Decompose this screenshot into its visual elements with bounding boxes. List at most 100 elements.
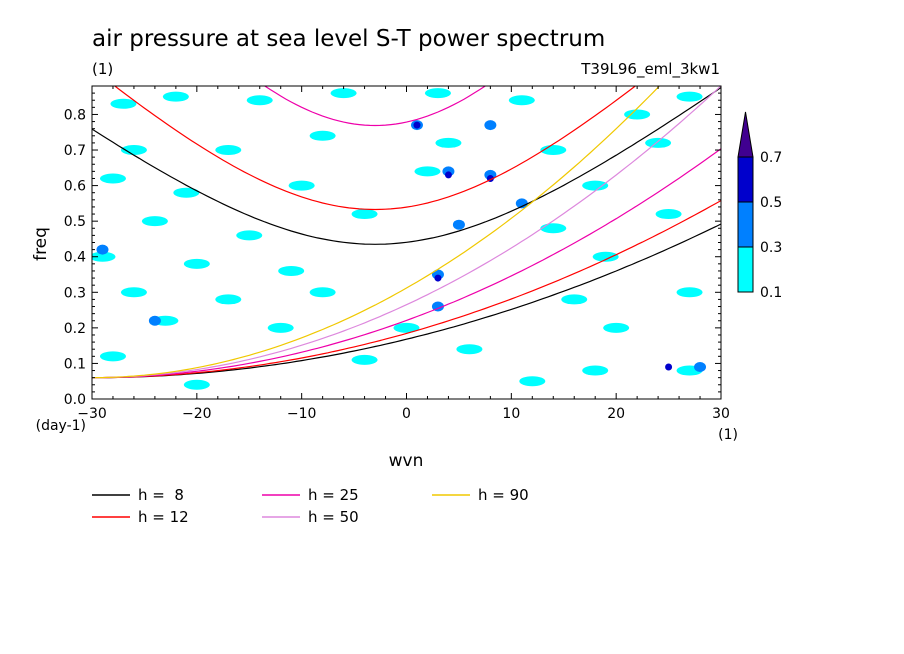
contour-blob xyxy=(676,287,703,298)
legend-label: h = 12 xyxy=(138,508,189,526)
contour-blob xyxy=(665,363,673,371)
contour-blob xyxy=(456,344,483,355)
y-tick-label: 0.3 xyxy=(64,285,86,301)
contour-blob xyxy=(92,251,116,262)
colorbar-label: 0.5 xyxy=(760,195,782,211)
contour-blob xyxy=(624,109,651,120)
contour-blob xyxy=(120,287,147,298)
contour-blob xyxy=(540,223,567,234)
contour-blob xyxy=(413,121,421,129)
y-tick-label: 0.5 xyxy=(64,214,86,230)
contour-blob xyxy=(278,265,305,276)
kelvin-curve xyxy=(92,86,661,379)
contour-blob xyxy=(173,187,200,198)
ig-curve xyxy=(92,87,721,245)
y-axis-label: freq xyxy=(31,227,51,261)
x-tick-label: 10 xyxy=(502,406,520,422)
ig-curve xyxy=(92,0,721,12)
contour-blob xyxy=(183,258,210,269)
legend: h = 8 h = 12 h = 25 h = 50 h = 90 xyxy=(92,486,529,526)
contour-blob xyxy=(309,287,336,298)
ig-curve xyxy=(263,86,487,127)
y-tick-label: 0.0 xyxy=(64,392,86,408)
dispersion-curves xyxy=(92,0,721,379)
contour-blob xyxy=(96,244,109,255)
chart-subtitle-left: (1) xyxy=(92,60,113,78)
x-tick-label: −10 xyxy=(287,406,317,422)
contour-blob xyxy=(414,166,441,177)
contour-blob xyxy=(215,145,242,156)
contour-blob xyxy=(444,171,452,179)
contour-blob xyxy=(484,120,497,131)
contour-blob xyxy=(519,376,546,387)
contour-blob xyxy=(288,180,315,191)
contour-blob xyxy=(215,294,242,305)
kelvin-curve xyxy=(92,200,721,379)
legend-label: h = 50 xyxy=(308,508,359,526)
contour-blob xyxy=(110,98,137,109)
contour-fill-layer xyxy=(92,88,707,390)
contour-blob xyxy=(267,322,294,333)
x-tick-label: −30 xyxy=(77,406,107,422)
y-tick-label: 0.7 xyxy=(64,143,86,159)
contour-blob xyxy=(582,365,609,376)
contour-blob xyxy=(508,95,535,106)
contour-blob xyxy=(424,88,451,99)
y-tick-label: 0.4 xyxy=(64,250,86,266)
kelvin-curve xyxy=(92,223,721,379)
legend-label: h = 25 xyxy=(308,486,359,504)
contour-blob xyxy=(351,209,378,220)
colorbar-segment xyxy=(737,246,754,293)
x-axis-label: wvn xyxy=(389,451,424,471)
contour-blob xyxy=(351,354,378,365)
colorbar-arrow xyxy=(737,111,754,158)
y-tick-label: 0.2 xyxy=(64,321,86,337)
colorbar-label: 0.1 xyxy=(760,285,782,301)
kelvin-curve xyxy=(92,148,721,379)
contour-blob xyxy=(148,315,161,326)
legend-label: h = 8 xyxy=(138,486,184,504)
contour-blob xyxy=(99,351,126,362)
legend-label: h = 90 xyxy=(478,486,529,504)
contour-blob xyxy=(655,209,682,220)
contour-blob xyxy=(330,88,357,99)
contour-blob xyxy=(162,91,189,102)
contour-blob xyxy=(452,219,465,230)
x-tick-label: −20 xyxy=(182,406,212,422)
contour-blob xyxy=(582,180,609,191)
contour-blob xyxy=(246,95,273,106)
contour-blob xyxy=(561,294,588,305)
contour-blob xyxy=(120,145,147,156)
contour-blob xyxy=(592,251,619,262)
colorbar: 0.1 0.3 0.5 0.7 xyxy=(737,111,782,301)
y-unit-label: (day-1) xyxy=(36,418,86,434)
colorbar-label: 0.3 xyxy=(760,240,782,256)
contour-blob xyxy=(694,361,707,372)
ig-curve xyxy=(113,86,637,211)
contour-blob xyxy=(676,91,703,102)
y-tick-label: 0.1 xyxy=(64,356,86,372)
kelvin-curve xyxy=(92,86,721,379)
contour-blob xyxy=(393,322,420,333)
colorbar-segment xyxy=(737,201,754,248)
colorbar-segment xyxy=(737,156,754,203)
colorbar-label: 0.7 xyxy=(760,150,782,166)
contour-blob xyxy=(515,198,528,209)
chart-subtitle-right: T39L96_eml_3kw1 xyxy=(580,60,720,79)
x-tick-label: 20 xyxy=(607,406,625,422)
contour-blob xyxy=(435,137,462,148)
contour-blob xyxy=(236,230,263,241)
y-tick-label: 0.6 xyxy=(64,179,86,195)
chart-title: air pressure at sea level S-T power spec… xyxy=(92,26,605,52)
x-unit-label: (1) xyxy=(718,427,738,443)
contour-blob xyxy=(434,274,442,282)
contour-blob xyxy=(603,322,630,333)
x-tick-label: 0 xyxy=(402,406,411,422)
contour-blob xyxy=(141,216,168,227)
axis-ticks: −30 −20 −10 0 10 20 30 0.0 0.1 0.2 0.3 0.4 0.5 0.6 0.7… xyxy=(64,86,730,422)
contour-blob xyxy=(99,173,126,184)
contour-blob xyxy=(309,130,336,141)
y-tick-label: 0.8 xyxy=(64,107,86,123)
x-tick-label: 30 xyxy=(712,406,730,422)
